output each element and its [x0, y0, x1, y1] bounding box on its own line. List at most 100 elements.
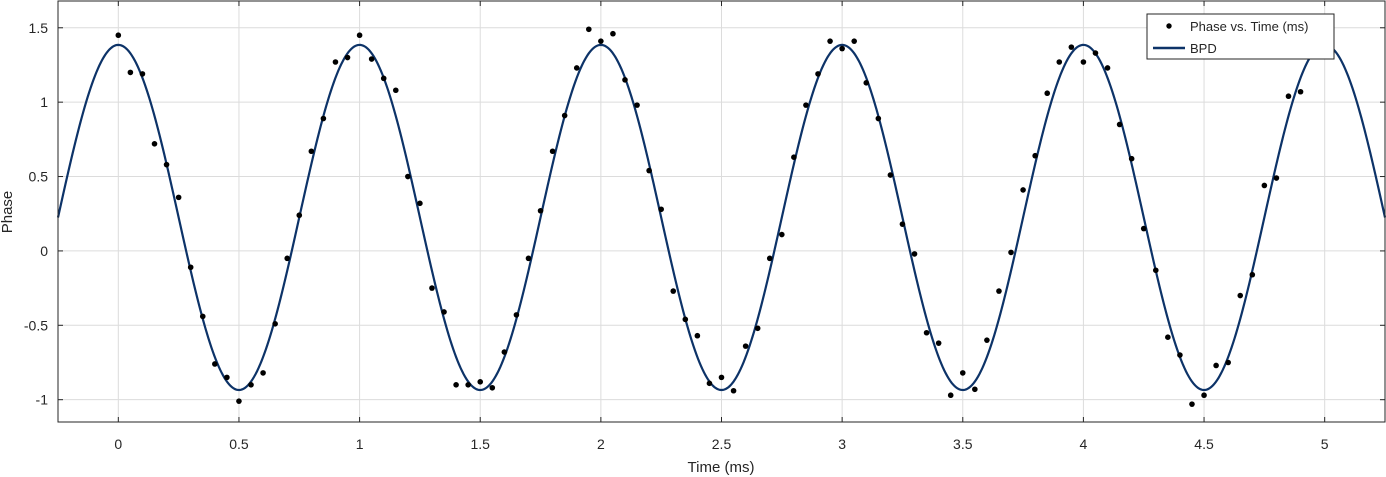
- data-point: [658, 206, 664, 213]
- data-point: [1297, 88, 1304, 95]
- x-tick-label: 4: [1080, 436, 1088, 452]
- x-tick-label: 0: [114, 436, 122, 452]
- data-point: [573, 65, 580, 71]
- y-axis-label: Phase: [0, 191, 16, 234]
- data-point: [489, 384, 496, 391]
- data-point: [175, 194, 182, 201]
- data-point: [1261, 182, 1268, 189]
- legend-label-line: BPD: [1190, 41, 1217, 56]
- data-point: [1213, 362, 1219, 369]
- y-tick-label: 1: [40, 94, 48, 110]
- data-point: [537, 207, 544, 214]
- data-point: [1189, 401, 1195, 407]
- data-point: [959, 370, 966, 376]
- data-point: [1092, 50, 1099, 56]
- data-point: [851, 38, 857, 44]
- data-point: [1273, 175, 1280, 181]
- y-tick-label: -0.5: [24, 317, 48, 333]
- data-point: [827, 38, 833, 44]
- data-point: [779, 231, 785, 238]
- data-point: [392, 87, 399, 94]
- data-point: [115, 32, 122, 39]
- data-point: [947, 392, 954, 399]
- data-point: [308, 148, 315, 155]
- data-point: [561, 112, 568, 119]
- x-tick-label: 5: [1321, 436, 1329, 452]
- bpd-fit-line: [56, 43, 1386, 392]
- y-tick-label: 0: [40, 243, 48, 259]
- data-point: [356, 32, 363, 39]
- data-point: [622, 77, 628, 83]
- data-point: [1152, 267, 1159, 274]
- data-point: [803, 102, 809, 108]
- data-point: [525, 255, 532, 262]
- legend-marker-symbol: [1166, 23, 1172, 29]
- data-point: [187, 264, 194, 271]
- data-point: [887, 172, 894, 178]
- data-point: [1165, 334, 1171, 341]
- legend: Phase vs. Time (ms) BPD: [1146, 13, 1335, 60]
- data-point: [706, 380, 713, 387]
- data-point: [296, 212, 303, 219]
- legend-label-markers: Phase vs. Time (ms): [1190, 19, 1308, 34]
- x-axis-label: Time (ms): [688, 459, 755, 476]
- x-tick-label: 1.5: [470, 436, 490, 452]
- data-point: [380, 75, 387, 82]
- data-point: [1128, 155, 1135, 162]
- data-point: [501, 349, 508, 355]
- data-point: [815, 71, 821, 77]
- data-point: [766, 255, 773, 262]
- data-point: [1056, 59, 1063, 65]
- data-point: [236, 398, 242, 404]
- y-tick-label: 1.5: [29, 20, 49, 36]
- data-point: [935, 340, 942, 346]
- x-tick-label: 2: [597, 436, 605, 452]
- data-point: [911, 251, 918, 257]
- y-tick-label: -1: [36, 392, 49, 408]
- data-point: [972, 386, 978, 393]
- data-point: [1201, 392, 1207, 399]
- data-point: [1008, 249, 1014, 256]
- data-point: [791, 154, 797, 160]
- curve-layer: [56, 43, 1386, 392]
- data-point: [417, 200, 423, 207]
- data-point: [754, 325, 761, 332]
- data-point: [513, 312, 520, 318]
- data-point: [1225, 359, 1231, 366]
- data-point: [586, 26, 592, 33]
- data-point: [923, 329, 930, 336]
- data-point: [730, 387, 737, 394]
- data-point: [260, 370, 266, 376]
- data-point: [718, 374, 725, 381]
- data-point: [477, 379, 484, 385]
- data-point: [863, 80, 870, 86]
- x-tick-label: 1: [356, 436, 364, 452]
- data-point: [224, 374, 230, 381]
- data-point: [163, 161, 170, 168]
- x-tick-label: 2.5: [712, 436, 732, 452]
- data-point: [694, 332, 701, 339]
- data-point: [1020, 187, 1026, 193]
- y-tick-label: 0.5: [29, 169, 49, 185]
- data-point: [682, 316, 689, 323]
- data-point: [1285, 93, 1292, 100]
- data-point: [248, 382, 254, 388]
- data-point: [1080, 59, 1087, 65]
- data-point: [465, 382, 471, 388]
- x-tick-label: 0.5: [229, 436, 249, 452]
- x-tick-labels: 0 0.5 1 1.5 2 2.5 3 3.5 4 4.5 5: [114, 436, 1328, 452]
- data-point: [1044, 90, 1051, 97]
- data-point: [875, 115, 882, 122]
- data-point: [405, 173, 411, 180]
- data-point: [1237, 292, 1244, 299]
- x-tick-label: 3.5: [953, 436, 973, 452]
- data-point: [1032, 152, 1038, 159]
- data-point: [1249, 271, 1256, 278]
- data-point: [320, 115, 327, 122]
- data-point: [984, 337, 990, 343]
- data-point: [272, 321, 278, 327]
- data-point: [839, 45, 845, 52]
- data-point: [598, 38, 604, 44]
- data-point: [344, 54, 351, 61]
- x-tick-label: 3: [838, 436, 846, 452]
